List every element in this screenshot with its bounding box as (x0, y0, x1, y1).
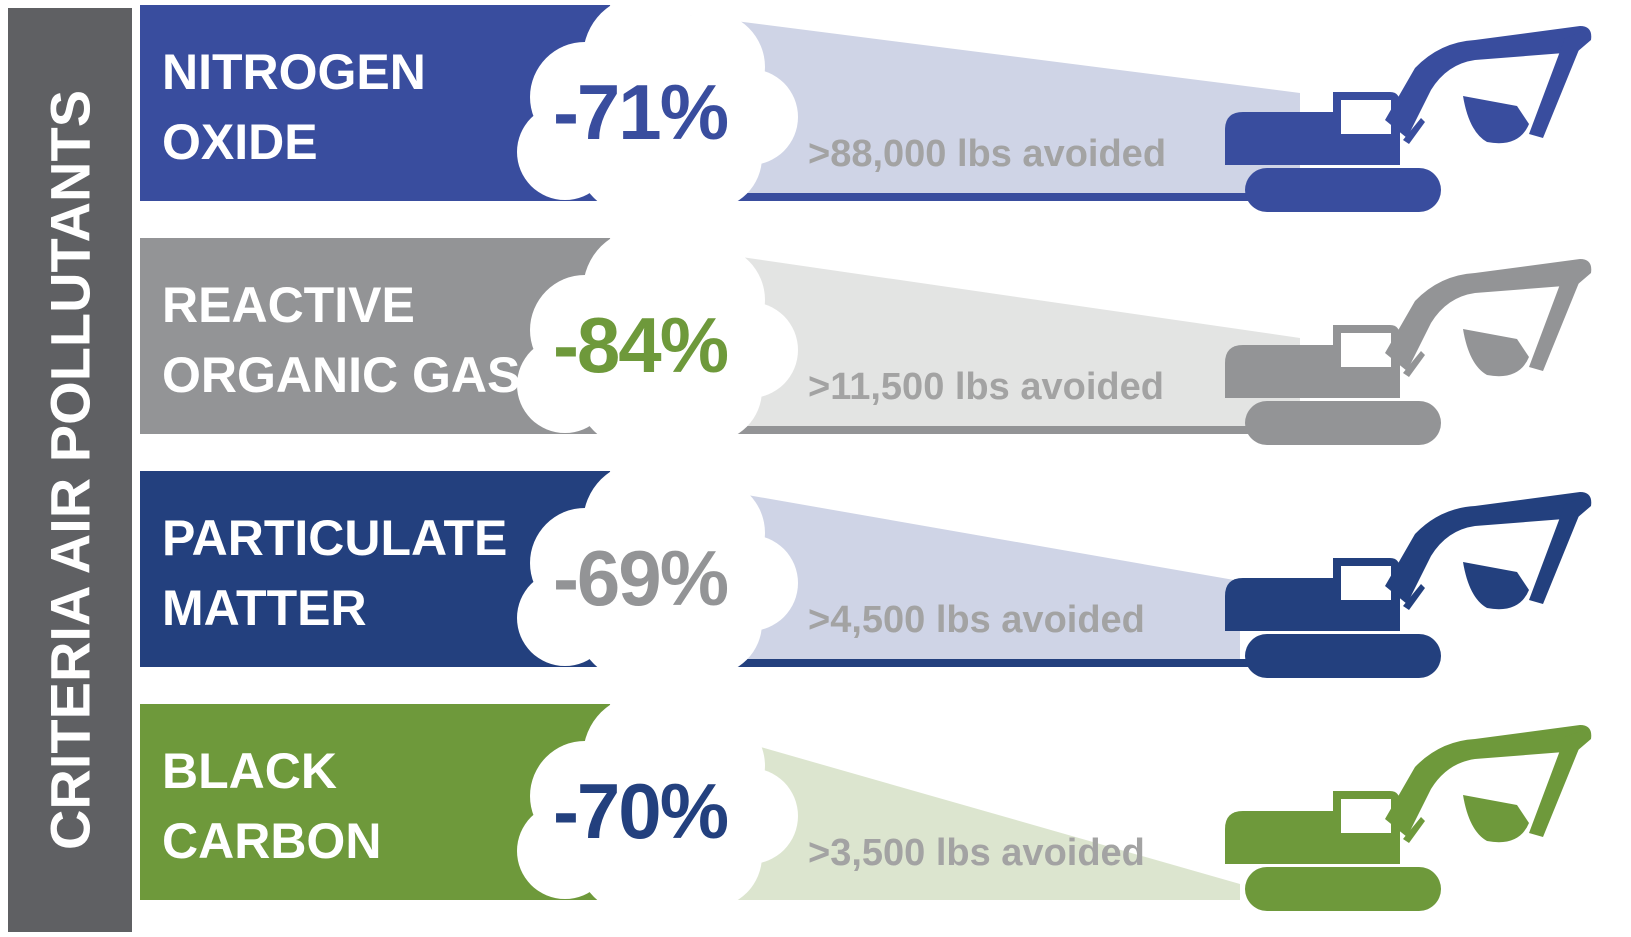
avoided-amount: >11,500 lbs avoided (808, 366, 1164, 408)
excavator-icon (1225, 492, 1592, 678)
pollutant-name: PARTICULATE MATTER (162, 510, 508, 636)
excavator-icon (1225, 259, 1592, 445)
reduction-percent: -69% (552, 534, 729, 622)
row-graphic (140, 5, 1360, 209)
avoided-amount: >88,000 lbs avoided (808, 133, 1167, 175)
sidebar-panel (8, 8, 132, 932)
avoided-amount: >3,500 lbs avoided (808, 832, 1145, 874)
excavator-icon (1225, 26, 1592, 212)
pollutant-name: BLACK CARBON (162, 743, 382, 869)
avoided-amount: >4,500 lbs avoided (808, 599, 1145, 641)
pollutant-row-black-carbon: BLACK CARBON -70% >3,500 lbs avoided (140, 704, 1631, 911)
pollutant-row-reactive-organic-gas: REACTIVE ORGANIC GAS -84% >11,500 lbs avo… (140, 238, 1631, 445)
baseline-bar (718, 193, 1360, 201)
pollutant-row-particulate-matter: PARTICULATE MATTER -69% >4,500 lbs avoide… (140, 471, 1631, 678)
reduction-percent: -84% (552, 301, 729, 389)
baseline-bar (718, 659, 1360, 667)
baseline-bar (720, 426, 1360, 434)
side-title: CRITERIA AIR POLLUTANTS (38, 89, 102, 851)
pollutant-name: REACTIVE ORGANIC GAS (162, 277, 521, 403)
row-graphic (140, 238, 1360, 442)
reduction-percent: -71% (552, 68, 729, 156)
row-graphic (140, 471, 1360, 675)
reduction-percent: -70% (552, 767, 729, 855)
excavator-icon (1225, 725, 1592, 911)
pollutant-name: NITROGEN OXIDE (162, 44, 426, 170)
row-graphic (140, 704, 1240, 908)
pollutant-row-nitrogen-oxide: NITROGEN OXIDE -71% >88,000 lbs avoided (140, 5, 1631, 212)
